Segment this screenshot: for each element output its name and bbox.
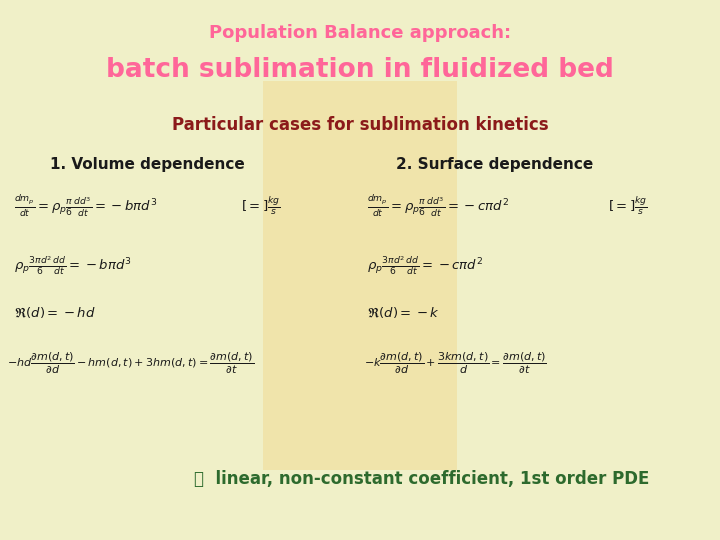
Text: $\frac{dm_p}{dt} = \rho_p \frac{\pi}{6} \frac{dd^3}{dt} = -b\pi d^3$: $\frac{dm_p}{dt} = \rho_p \frac{\pi}{6} …	[14, 194, 158, 219]
Text: $\mathfrak{R}(d) = -hd$: $\mathfrak{R}(d) = -hd$	[14, 305, 96, 320]
Text: batch sublimation in fluidized bed: batch sublimation in fluidized bed	[106, 57, 614, 83]
Text: Population Balance approach:: Population Balance approach:	[209, 24, 511, 42]
Text: 2. Surface dependence: 2. Surface dependence	[396, 157, 593, 172]
Text: Particular cases for sublimation kinetics: Particular cases for sublimation kinetic…	[171, 116, 549, 134]
Text: $-k\dfrac{\partial m(d,t)}{\partial d} + \dfrac{3km(d,t)}{d} = \dfrac{\partial m: $-k\dfrac{\partial m(d,t)}{\partial d} +…	[364, 351, 546, 376]
Text: $\left[=\right]\frac{kg}{s}$: $\left[=\right]\frac{kg}{s}$	[608, 194, 648, 217]
Text: ⓘ  linear, non-constant coefficient, 1st order PDE: ⓘ linear, non-constant coefficient, 1st …	[194, 470, 649, 488]
FancyBboxPatch shape	[263, 81, 457, 470]
Text: $\mathfrak{R}(d) = -k$: $\mathfrak{R}(d) = -k$	[367, 305, 440, 320]
Text: 1. Volume dependence: 1. Volume dependence	[50, 157, 245, 172]
Text: $\left[=\right]\frac{kg}{s}$: $\left[=\right]\frac{kg}{s}$	[241, 194, 281, 217]
Text: $-hd\dfrac{\partial m(d,t)}{\partial d} - hm(d,t) + 3hm(d,t) = \dfrac{\partial m: $-hd\dfrac{\partial m(d,t)}{\partial d} …	[7, 351, 254, 376]
Text: $\rho_p \frac{3\pi d^2}{6} \frac{dd}{dt} = -b\pi d^3$: $\rho_p \frac{3\pi d^2}{6} \frac{dd}{dt}…	[14, 254, 132, 277]
Text: $\frac{dm_p}{dt} = \rho_p \frac{\pi}{6} \frac{dd^3}{dt} = -c\pi d^2$: $\frac{dm_p}{dt} = \rho_p \frac{\pi}{6} …	[367, 194, 509, 219]
Text: $\rho_p \frac{3\pi d^2}{6} \frac{dd}{dt} = -c\pi d^2$: $\rho_p \frac{3\pi d^2}{6} \frac{dd}{dt}…	[367, 254, 483, 277]
